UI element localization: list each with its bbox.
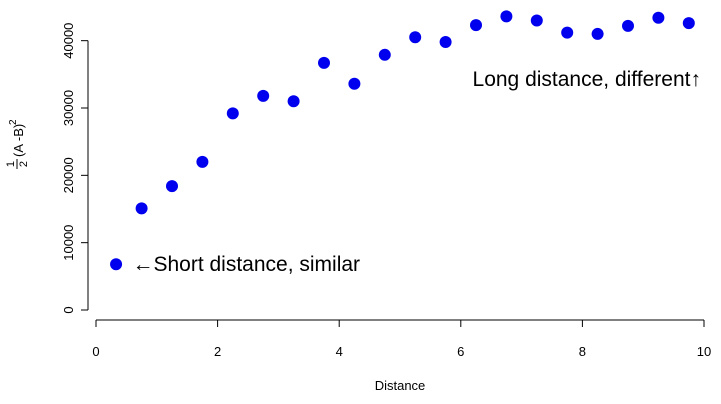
- data-point: [318, 56, 330, 69]
- data-points: [110, 10, 695, 271]
- x-tick-label: 8: [579, 344, 586, 359]
- x-tick-label: 4: [336, 344, 343, 359]
- data-point: [439, 36, 452, 49]
- y-tick-label: 20000: [61, 157, 76, 193]
- data-point: [135, 202, 148, 215]
- data-point: [226, 107, 239, 120]
- data-point: [622, 19, 634, 32]
- data-point: [409, 31, 422, 44]
- data-point: [591, 27, 604, 40]
- y-label-expression: (A -B): [11, 124, 26, 157]
- data-point: [652, 11, 665, 24]
- x-axis-label: Distance: [375, 378, 426, 393]
- annotation-text: ←Short distance, similar: [132, 253, 360, 276]
- y-tick-label: 40000: [61, 23, 76, 59]
- data-point: [470, 19, 482, 32]
- annotation-text: Long distance, different↑: [473, 68, 701, 91]
- y-axis-label: 1 2 (A -B) 2: [5, 119, 30, 169]
- data-point: [166, 180, 178, 193]
- x-tick-label: 2: [214, 344, 221, 359]
- data-point: [110, 258, 123, 271]
- data-point: [257, 89, 270, 102]
- data-point: [500, 10, 513, 23]
- data-point: [348, 77, 361, 90]
- y-label-denominator: 2: [18, 161, 30, 167]
- x-tick-label: 0: [92, 344, 99, 359]
- y-tick-label: 10000: [61, 225, 76, 261]
- data-point: [682, 17, 695, 30]
- x-tick-label: 6: [457, 344, 464, 359]
- y-label-numerator: 1: [5, 161, 17, 167]
- data-point: [530, 14, 543, 27]
- y-tick-label: 30000: [61, 90, 76, 126]
- y-tick-label: 0: [61, 306, 76, 313]
- axes: 0 10000 20000 30000 40000 0 2 4 6 8 10: [61, 23, 711, 359]
- data-point: [378, 48, 391, 61]
- annotations: ←Short distance, similar Long distance, d…: [132, 68, 700, 276]
- y-label-exponent: 2: [8, 119, 19, 125]
- data-point: [561, 26, 574, 39]
- x-tick-label: 10: [697, 344, 711, 359]
- data-point: [196, 155, 209, 168]
- data-point: [287, 95, 300, 108]
